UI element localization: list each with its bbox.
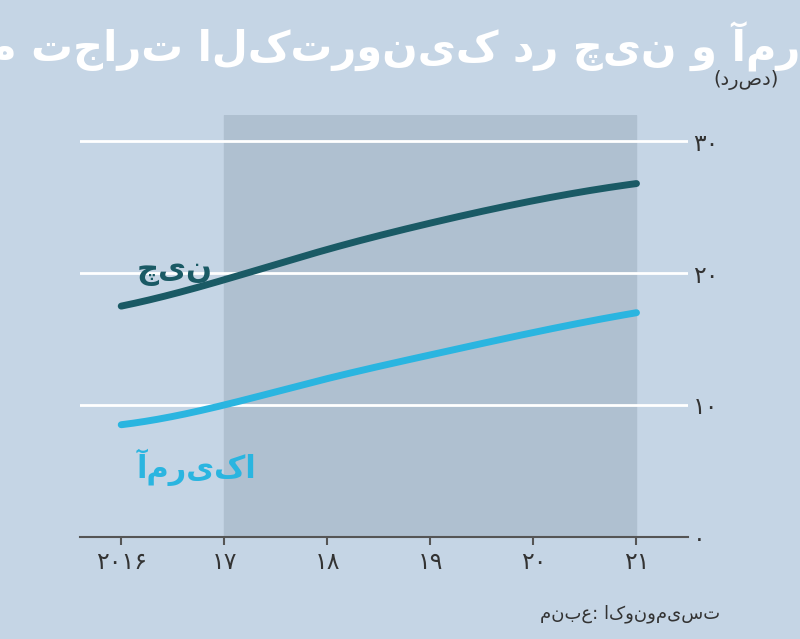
Text: منبع: اکونومیست: منبع: اکونومیست (540, 604, 720, 623)
Bar (224, 115, 637, 537)
Text: (درصد): (درصد) (714, 70, 779, 90)
Text: سهم تجارت الکترونیک در چین و آمریکا: سهم تجارت الکترونیک در چین و آمریکا (0, 22, 800, 72)
Text: آمریکا: آمریکا (137, 449, 257, 486)
Text: چین: چین (137, 258, 213, 286)
